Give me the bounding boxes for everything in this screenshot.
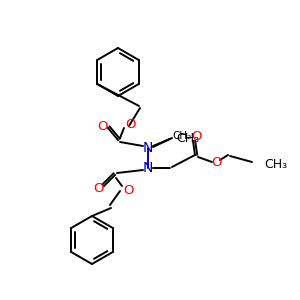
Text: O: O (98, 119, 108, 133)
Text: O: O (212, 157, 222, 169)
Text: CH₃: CH₃ (176, 131, 199, 145)
Text: O: O (125, 118, 135, 131)
Text: CH₂: CH₂ (172, 131, 192, 141)
Text: N: N (143, 161, 153, 175)
Text: O: O (123, 184, 133, 196)
Text: O: O (93, 182, 103, 196)
Text: O: O (191, 130, 201, 143)
Text: CH₃: CH₃ (264, 158, 287, 170)
Text: N: N (143, 141, 153, 155)
